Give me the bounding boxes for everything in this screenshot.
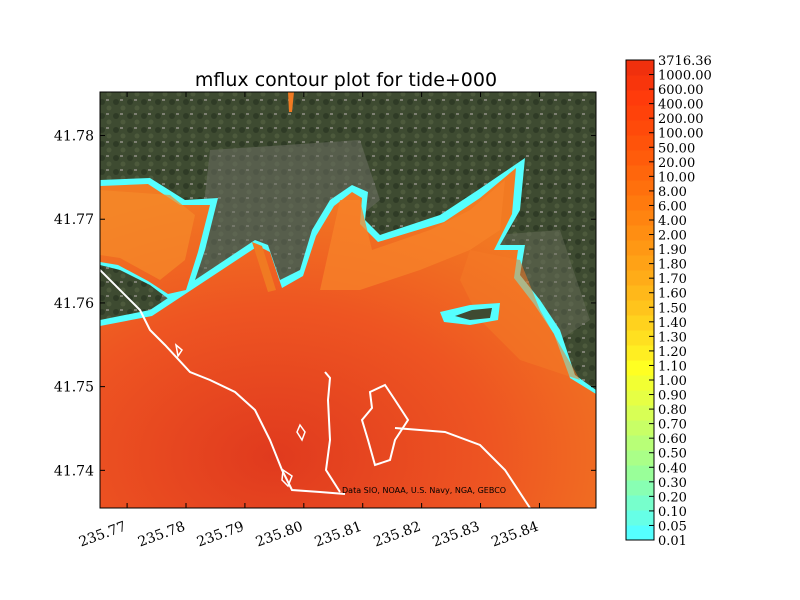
colorbar-segment (626, 345, 654, 361)
jetty-line (324, 371, 341, 493)
colorbar-label: 6.00 (658, 199, 687, 214)
colorbar-segment (626, 525, 654, 541)
colorbar-segment (626, 165, 654, 181)
colorbar-label: 8.00 (658, 185, 687, 200)
colorbar-segment (626, 180, 654, 196)
colorbar-segment (626, 435, 654, 451)
shoreline-line-east (394, 427, 531, 508)
colorbar-segment (626, 300, 654, 316)
shoreline-line-west (100, 269, 346, 495)
colorbar-label: 1.90 (658, 243, 687, 258)
y-tick-label: 41.78 (54, 129, 94, 145)
colorbar-label: 2.00 (658, 229, 687, 244)
colorbar-label: 100.00 (658, 127, 704, 142)
colorbar-label: 0.20 (658, 490, 687, 505)
colorbar-segment (626, 135, 654, 151)
colorbar-segment (626, 255, 654, 271)
colorbar-frame (625, 59, 655, 541)
colorbar-segment (626, 465, 654, 481)
colorbar-segment (626, 75, 654, 91)
plot-frame (99, 91, 597, 509)
map-attribution: Data SIO, NOAA, U.S. Navy, NGA, GEBCO (342, 486, 506, 495)
colorbar-segment (626, 390, 654, 406)
colorbar-segment (626, 270, 654, 286)
colorbar-segment (626, 240, 654, 256)
colorbar-label: 0.50 (658, 447, 687, 462)
islet-outline (174, 343, 306, 488)
colorbar-segment (626, 510, 654, 526)
x-tick-label: 235.82 (371, 519, 423, 551)
colorbar-label: 1.30 (658, 330, 687, 345)
colorbar-label: 600.00 (658, 83, 704, 98)
y-tick-label: 41.77 (54, 212, 94, 228)
x-tick-label: 235.77 (77, 519, 129, 551)
colorbar-label: 20.00 (658, 156, 695, 171)
colorbar-label: 1.50 (658, 301, 687, 316)
colorbar-label: 0.80 (658, 403, 687, 418)
colorbar-segment (626, 105, 654, 121)
x-tick-label: 235.81 (313, 519, 365, 551)
y-tick-label: 41.75 (54, 380, 94, 396)
colorbar-segment (626, 210, 654, 226)
colorbar-segment (626, 60, 654, 76)
plot-area: Data SIO, NOAA, U.S. Navy, NGA, GEBCO (100, 92, 596, 508)
colorbar-label: 400.00 (658, 98, 704, 113)
colorbar-label: 0.10 (658, 505, 687, 520)
channel-north (288, 92, 294, 112)
colorbar-segment (626, 480, 654, 496)
colorbar-label: 4.00 (658, 214, 687, 229)
colorbar-segment (626, 195, 654, 211)
island (455, 308, 492, 320)
colorbar-segment (626, 285, 654, 301)
colorbar-label: 0.05 (658, 519, 687, 534)
colorbar-segment (626, 120, 654, 136)
shallow-zone-west (100, 190, 195, 280)
shallow-zone-north (320, 180, 505, 290)
colorbar-segment (626, 150, 654, 166)
colorbar-label: 10.00 (658, 170, 695, 185)
colorbar-label: 1.80 (658, 258, 687, 273)
colorbar-label: 0.30 (658, 476, 687, 491)
colorbar-segment (626, 405, 654, 421)
colorbar-segment (626, 495, 654, 511)
shallow-zone-east (460, 250, 580, 380)
colorbar-label: 1.00 (658, 374, 687, 389)
colorbar-label: 0.70 (658, 418, 687, 433)
colorbar-label: 0.60 (658, 432, 687, 447)
colorbar-segment (626, 360, 654, 376)
colorbar-segment (626, 420, 654, 436)
harbor-outline (360, 383, 410, 467)
colorbar-segment (626, 225, 654, 241)
colorbar-label: 1.70 (658, 272, 687, 287)
colorbar-label: 1.20 (658, 345, 687, 360)
colorbar-segment (626, 450, 654, 466)
x-tick-label: 235.83 (430, 519, 482, 551)
colorbar: 0.010.050.100.200.300.400.500.600.700.80… (625, 54, 712, 549)
colorbar-segment (626, 90, 654, 106)
colorbar-label: 0.40 (658, 461, 687, 476)
colorbar-label: 3716.36 (658, 54, 712, 69)
colorbar-segment (626, 375, 654, 391)
colorbar-label: 1.10 (658, 359, 687, 374)
colorbar-label: 0.90 (658, 389, 687, 404)
colorbar-label: 50.00 (658, 141, 695, 156)
colorbar-label: 1.60 (658, 287, 687, 302)
y-tick-label: 41.76 (54, 296, 94, 312)
x-tick-label: 235.78 (136, 519, 188, 551)
colorbar-label: 0.01 (658, 534, 687, 549)
y-axis: 41.74 41.75 41.76 41.77 41.78 (54, 129, 596, 479)
colorbar-segment (626, 330, 654, 346)
y-tick-label: 41.74 (54, 463, 94, 479)
channel-west (252, 242, 276, 292)
chart-title: mflux contour plot for tide+000 (195, 69, 497, 91)
colorbar-label: 1000.00 (658, 69, 712, 84)
colorbar-label: 1.40 (658, 316, 687, 331)
x-tick-label: 235.80 (254, 519, 306, 551)
colorbar-label: 200.00 (658, 112, 704, 127)
colorbar-segment (626, 315, 654, 331)
x-tick-label: 235.79 (195, 519, 247, 551)
x-tick-label: 235.84 (489, 519, 541, 551)
